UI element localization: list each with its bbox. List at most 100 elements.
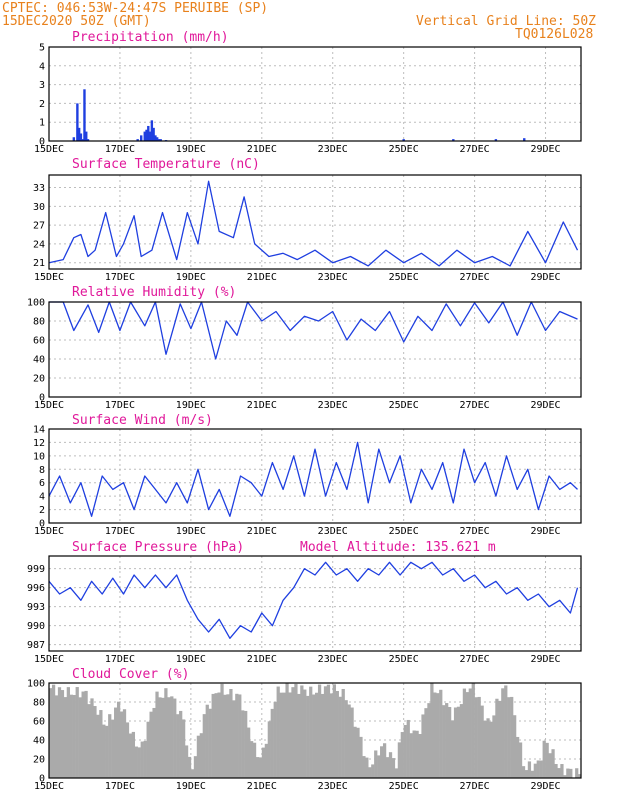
cloud-cover-bar xyxy=(518,742,523,778)
humidity-x-tick-label: 23DEC xyxy=(318,400,348,411)
pressure-x-tick-label: 29DEC xyxy=(530,654,560,665)
cloud-cover-bar xyxy=(122,709,127,778)
cloud-cover-bar xyxy=(323,686,328,778)
wind-y-tick-label: 4 xyxy=(39,492,45,503)
cloud-cover-bar xyxy=(465,692,469,778)
humidity-y-tick-label: 80 xyxy=(33,317,45,328)
cloud-cover-bar xyxy=(220,683,224,778)
cloud-cover-bar xyxy=(338,696,342,778)
cloud-cover-bar xyxy=(223,694,227,778)
humidity-x-tick-label: 21DEC xyxy=(247,400,277,411)
temperature-x-tick-label: 19DEC xyxy=(176,272,206,283)
precipitation-bar xyxy=(83,89,86,141)
cloud-cover-bar xyxy=(60,690,65,778)
cloud-cover-bar xyxy=(279,692,283,778)
temperature-frame xyxy=(48,174,582,270)
precipitation-bar xyxy=(157,139,161,141)
cloud-cover-bar xyxy=(155,691,159,778)
cloud-cover-bar xyxy=(226,694,230,778)
cloud-cover-y-tick-label: 20 xyxy=(33,755,45,766)
wind-y-tick-label: 12 xyxy=(33,438,45,449)
cloud-cover-bar xyxy=(462,688,467,778)
cloud-cover-bar xyxy=(182,719,186,778)
cloud-cover-bar xyxy=(306,695,310,778)
precipitation-bar xyxy=(152,127,155,141)
cloud-cover-bar xyxy=(439,689,443,778)
cloud-cover-bar xyxy=(445,703,449,778)
temperature-x-tick-label: 17DEC xyxy=(105,272,135,283)
cloud-cover-bar xyxy=(350,707,354,778)
cloud-cover-x-tick-label: 17DEC xyxy=(105,781,135,792)
humidity-y-tick-label: 40 xyxy=(33,355,45,366)
pressure-x-tick-label: 15DEC xyxy=(34,654,64,665)
cloud-cover-bar xyxy=(448,706,452,778)
cloud-cover-bar xyxy=(504,685,508,778)
cloud-cover-bar xyxy=(146,721,150,778)
cloud-cover-y-tick-label: 40 xyxy=(33,736,45,747)
cloud-cover-bar xyxy=(66,687,70,778)
cloud-cover-bar xyxy=(536,760,540,778)
cloud-cover-bar xyxy=(273,701,277,778)
wind-y-tick-label: 6 xyxy=(39,478,45,489)
precipitation-bar xyxy=(523,138,526,141)
cloud-cover-bar xyxy=(149,711,153,778)
cloud-cover-bar xyxy=(140,741,144,778)
temperature-title: Surface Temperature (nC) xyxy=(72,157,260,172)
precipitation-bar xyxy=(143,131,146,141)
cloud-cover-bar xyxy=(545,742,549,778)
humidity-y-tick-label: 20 xyxy=(33,374,45,385)
temperature-x-tick-label: 27DEC xyxy=(460,272,490,283)
cloud-cover-bar xyxy=(365,757,369,778)
cloud-cover-bar xyxy=(81,691,85,778)
cloud-cover-bar xyxy=(241,710,245,778)
cloud-cover-bar xyxy=(258,757,263,778)
precipitation-y-tick-label: 0 xyxy=(39,137,45,148)
cloud-cover-y-tick-label: 0 xyxy=(39,774,45,785)
cloud-cover-bar xyxy=(575,768,579,778)
cloud-cover-bar xyxy=(377,755,381,778)
wind-x-tick-label: 27DEC xyxy=(460,526,490,537)
cloud-cover-bar xyxy=(111,719,115,778)
cloud-cover-bar xyxy=(114,707,118,778)
cloud-cover-bar xyxy=(486,718,490,778)
pressure-x-tick-label: 27DEC xyxy=(460,654,490,665)
cloud-cover-bar xyxy=(471,683,475,778)
cloud-cover-bar xyxy=(57,687,62,778)
cloud-cover-bar xyxy=(498,700,502,778)
cloud-cover-bar xyxy=(158,697,162,778)
cloud-cover-bar xyxy=(412,730,416,778)
cloud-cover-bar xyxy=(294,683,298,778)
cloud-cover-bar xyxy=(317,684,322,778)
cloud-cover-bar xyxy=(527,761,532,778)
temperature-y-tick-label: 21 xyxy=(33,258,45,269)
cloud-cover-bar xyxy=(418,734,422,778)
cloud-cover-bar xyxy=(362,756,366,778)
humidity-x-tick-label: 29DEC xyxy=(530,400,560,411)
cloud-cover-bar xyxy=(128,733,133,778)
humidity-x-tick-label: 19DEC xyxy=(176,400,206,411)
precipitation-bar xyxy=(145,129,148,141)
cloud-cover-bar xyxy=(72,694,76,778)
cloud-cover-bar xyxy=(326,684,331,778)
cloud-cover-bar xyxy=(173,698,177,778)
cloud-cover-bar xyxy=(196,735,201,778)
precipitation-bar xyxy=(150,120,154,141)
precipitation-x-tick-label: 25DEC xyxy=(389,144,419,155)
cloud-cover-bar xyxy=(315,692,319,778)
cloud-cover-bar xyxy=(297,693,301,778)
cloud-cover-bar xyxy=(291,687,295,778)
humidity-x-tick-label: 17DEC xyxy=(105,400,135,411)
precipitation-bar xyxy=(79,133,83,141)
cloud-cover-bar xyxy=(442,705,446,778)
precipitation-bar xyxy=(154,135,157,141)
cloud-cover-bar xyxy=(99,710,103,778)
cloud-cover-bar xyxy=(309,686,313,778)
cloud-cover-title: Cloud Cover (%) xyxy=(72,667,189,682)
cloud-cover-x-tick-label: 15DEC xyxy=(34,781,64,792)
cloud-cover-bar xyxy=(167,697,171,778)
model-altitude-label: Model Altitude: 135.621 m xyxy=(300,540,496,555)
wind-y-tick-label: 14 xyxy=(33,425,45,436)
cloud-cover-bar xyxy=(557,768,561,778)
cloud-cover-bar xyxy=(282,692,286,778)
